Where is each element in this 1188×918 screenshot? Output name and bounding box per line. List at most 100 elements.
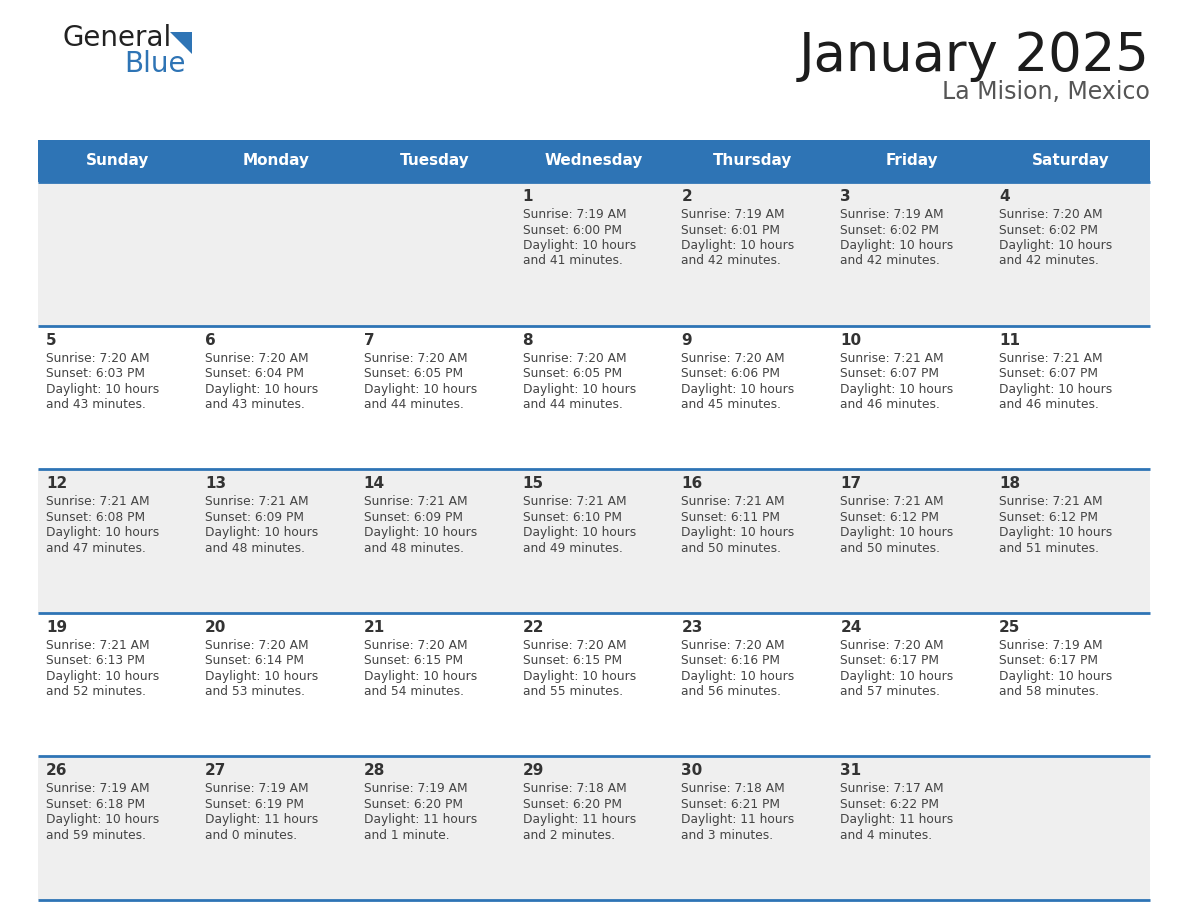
Text: Daylight: 10 hours: Daylight: 10 hours [523,239,636,252]
Text: and 42 minutes.: and 42 minutes. [840,254,940,267]
Text: Daylight: 10 hours: Daylight: 10 hours [523,670,636,683]
Text: 17: 17 [840,476,861,491]
Text: Sunrise: 7:19 AM: Sunrise: 7:19 AM [840,208,944,221]
Text: 24: 24 [840,620,861,635]
Text: Friday: Friday [885,153,939,169]
Text: Sunset: 6:07 PM: Sunset: 6:07 PM [999,367,1098,380]
Text: and 50 minutes.: and 50 minutes. [840,542,940,554]
Text: Sunset: 6:10 PM: Sunset: 6:10 PM [523,510,621,523]
Text: Sunset: 6:08 PM: Sunset: 6:08 PM [46,510,145,523]
Text: Daylight: 10 hours: Daylight: 10 hours [204,670,318,683]
Text: Sunrise: 7:20 AM: Sunrise: 7:20 AM [523,639,626,652]
Text: Sunrise: 7:21 AM: Sunrise: 7:21 AM [204,495,309,509]
Text: Sunset: 6:06 PM: Sunset: 6:06 PM [682,367,781,380]
Text: Daylight: 10 hours: Daylight: 10 hours [999,383,1112,396]
Text: 21: 21 [364,620,385,635]
Text: 7: 7 [364,332,374,348]
Text: 15: 15 [523,476,544,491]
Text: and 49 minutes.: and 49 minutes. [523,542,623,554]
Text: Sunset: 6:13 PM: Sunset: 6:13 PM [46,655,145,667]
Text: Sunrise: 7:21 AM: Sunrise: 7:21 AM [364,495,467,509]
Text: Sunrise: 7:18 AM: Sunrise: 7:18 AM [523,782,626,795]
Text: 19: 19 [46,620,68,635]
Text: Sunset: 6:17 PM: Sunset: 6:17 PM [999,655,1098,667]
Text: 3: 3 [840,189,851,204]
Text: Daylight: 10 hours: Daylight: 10 hours [46,813,159,826]
Bar [514,140,674,182]
Bar [38,613,1150,756]
Text: 8: 8 [523,332,533,348]
Text: and 53 minutes.: and 53 minutes. [204,686,305,699]
Text: 27: 27 [204,764,226,778]
Bar [38,140,197,182]
Bar [833,140,991,182]
Text: 14: 14 [364,476,385,491]
Text: January 2025: January 2025 [800,30,1150,82]
Text: Sunset: 6:15 PM: Sunset: 6:15 PM [364,655,463,667]
Text: Sunrise: 7:19 AM: Sunrise: 7:19 AM [523,208,626,221]
Text: and 57 minutes.: and 57 minutes. [840,686,940,699]
Text: 4: 4 [999,189,1010,204]
Text: Sunrise: 7:20 AM: Sunrise: 7:20 AM [364,352,467,364]
Text: and 48 minutes.: and 48 minutes. [364,542,463,554]
Text: Daylight: 10 hours: Daylight: 10 hours [999,670,1112,683]
Text: Sunset: 6:16 PM: Sunset: 6:16 PM [682,655,781,667]
Text: Monday: Monday [242,153,310,169]
Text: Sunrise: 7:18 AM: Sunrise: 7:18 AM [682,782,785,795]
Text: and 3 minutes.: and 3 minutes. [682,829,773,842]
Text: and 45 minutes.: and 45 minutes. [682,398,782,411]
Text: Sunset: 6:07 PM: Sunset: 6:07 PM [840,367,940,380]
Text: Sunset: 6:02 PM: Sunset: 6:02 PM [840,223,940,237]
Text: Daylight: 11 hours: Daylight: 11 hours [364,813,476,826]
Text: Daylight: 10 hours: Daylight: 10 hours [840,239,954,252]
Text: Daylight: 11 hours: Daylight: 11 hours [840,813,954,826]
Text: Sunrise: 7:19 AM: Sunrise: 7:19 AM [46,782,150,795]
Text: Sunset: 6:12 PM: Sunset: 6:12 PM [840,510,940,523]
Text: Sunset: 6:15 PM: Sunset: 6:15 PM [523,655,621,667]
Text: 29: 29 [523,764,544,778]
Text: 25: 25 [999,620,1020,635]
Text: and 44 minutes.: and 44 minutes. [523,398,623,411]
Text: and 4 minutes.: and 4 minutes. [840,829,933,842]
Text: 12: 12 [46,476,68,491]
Text: Sunset: 6:09 PM: Sunset: 6:09 PM [204,510,304,523]
Text: 11: 11 [999,332,1020,348]
Text: Wednesday: Wednesday [545,153,643,169]
Text: Sunset: 6:17 PM: Sunset: 6:17 PM [840,655,940,667]
Text: Sunrise: 7:19 AM: Sunrise: 7:19 AM [999,639,1102,652]
Text: Sunrise: 7:20 AM: Sunrise: 7:20 AM [204,352,309,364]
Text: Sunrise: 7:20 AM: Sunrise: 7:20 AM [523,352,626,364]
Text: Sunset: 6:11 PM: Sunset: 6:11 PM [682,510,781,523]
Text: Sunrise: 7:20 AM: Sunrise: 7:20 AM [204,639,309,652]
Text: Tuesday: Tuesday [400,153,470,169]
Text: and 0 minutes.: and 0 minutes. [204,829,297,842]
Text: Saturday: Saturday [1031,153,1110,169]
Text: and 2 minutes.: and 2 minutes. [523,829,614,842]
Text: Sunrise: 7:21 AM: Sunrise: 7:21 AM [999,352,1102,364]
Text: and 43 minutes.: and 43 minutes. [204,398,305,411]
Text: and 59 minutes.: and 59 minutes. [46,829,146,842]
Text: 5: 5 [46,332,57,348]
Text: Sunset: 6:00 PM: Sunset: 6:00 PM [523,223,621,237]
Bar [38,326,1150,469]
Text: and 1 minute.: and 1 minute. [364,829,449,842]
Text: Sunset: 6:21 PM: Sunset: 6:21 PM [682,798,781,811]
Text: Daylight: 10 hours: Daylight: 10 hours [46,383,159,396]
Text: and 56 minutes.: and 56 minutes. [682,686,782,699]
Text: Sunset: 6:03 PM: Sunset: 6:03 PM [46,367,145,380]
Bar [197,140,355,182]
Text: Daylight: 10 hours: Daylight: 10 hours [523,526,636,539]
Text: Sunrise: 7:20 AM: Sunrise: 7:20 AM [682,639,785,652]
Text: Daylight: 10 hours: Daylight: 10 hours [204,383,318,396]
Text: Daylight: 10 hours: Daylight: 10 hours [682,383,795,396]
Text: and 58 minutes.: and 58 minutes. [999,686,1099,699]
Bar [355,140,514,182]
Text: 1: 1 [523,189,533,204]
Bar [38,756,1150,900]
Text: and 43 minutes.: and 43 minutes. [46,398,146,411]
Text: and 47 minutes.: and 47 minutes. [46,542,146,554]
Text: 23: 23 [682,620,703,635]
Text: Sunset: 6:01 PM: Sunset: 6:01 PM [682,223,781,237]
Text: Sunrise: 7:21 AM: Sunrise: 7:21 AM [840,352,944,364]
Text: and 42 minutes.: and 42 minutes. [999,254,1099,267]
